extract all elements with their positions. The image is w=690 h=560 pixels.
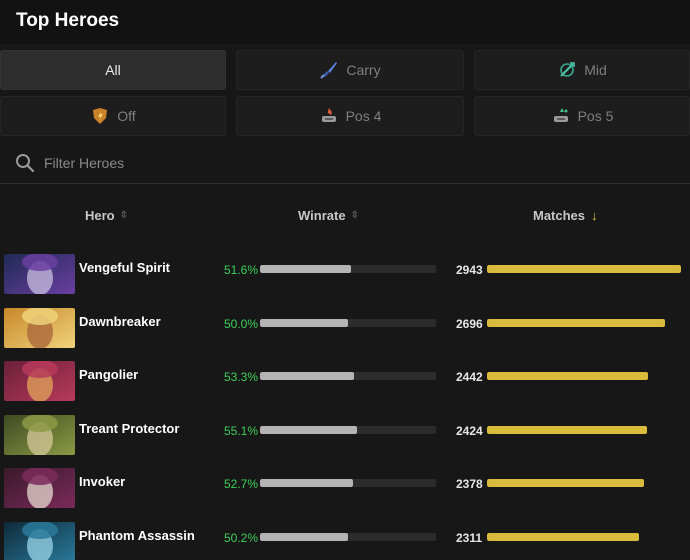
pos4-icon: [319, 106, 339, 126]
filter-off-button[interactable]: Off: [0, 96, 226, 136]
hero-column-header[interactable]: Hero ⇳: [85, 206, 128, 224]
matches-value: 2311: [456, 531, 483, 545]
matches-bar: [487, 533, 681, 541]
filter-carry-label: Carry: [346, 62, 381, 78]
matches-bar-fill: [487, 426, 647, 434]
hero-name: Pangolier: [79, 367, 139, 382]
sword-icon: [319, 60, 339, 80]
hero-name: Invoker: [79, 474, 126, 489]
winrate-bar: [260, 533, 436, 541]
hero-portrait: [4, 254, 75, 294]
winrate-bar-fill: [260, 319, 348, 327]
search-bar: [0, 142, 690, 184]
search-icon: [15, 153, 35, 173]
sort-icon: ⇳: [350, 209, 359, 221]
winrate-bar: [260, 426, 436, 434]
winrate-bar: [260, 319, 436, 327]
winrate-bar-fill: [260, 426, 357, 434]
table-row[interactable]: Phantom Assassin 50.2% 2311: [0, 518, 690, 560]
hero-portrait: [4, 522, 75, 560]
matches-value: 2696: [456, 317, 483, 331]
pos5-icon: [551, 106, 571, 126]
table-row[interactable]: Treant Protector 55.1% 2424: [0, 411, 690, 463]
matches-bar-fill: [487, 265, 681, 273]
filter-mid-label: Mid: [584, 62, 607, 78]
matches-bar-fill: [487, 479, 644, 487]
filter-pos5-label: Pos 5: [577, 108, 614, 124]
mid-lane-icon: [557, 60, 577, 80]
sort-icon: ⇳: [119, 209, 129, 221]
filter-all-label: All: [105, 62, 121, 78]
hero-name: Phantom Assassin: [79, 528, 195, 543]
winrate-bar-fill: [260, 479, 353, 487]
winrate-bar-fill: [260, 265, 351, 273]
search-input[interactable]: [44, 151, 444, 175]
hero-portrait: [4, 361, 75, 401]
matches-bar-fill: [487, 372, 648, 380]
filter-pos4-button[interactable]: Pos 4: [236, 96, 464, 136]
hero-column-label: Hero: [85, 207, 115, 223]
winrate-value: 51.6%: [224, 263, 259, 277]
winrate-bar-fill: [260, 372, 354, 380]
matches-bar: [487, 372, 681, 380]
hero-name: Vengeful Spirit: [79, 260, 171, 275]
matches-value: 2943: [456, 263, 483, 277]
matches-bar-fill: [487, 319, 665, 327]
matches-value: 2378: [456, 477, 483, 491]
winrate-bar-fill: [260, 533, 349, 541]
matches-value: 2424: [456, 424, 483, 438]
matches-bar: [487, 479, 681, 487]
table-row[interactable]: Dawnbreaker 50.0% 2696: [0, 304, 690, 356]
winrate-column-header[interactable]: Winrate ⇳: [298, 206, 359, 224]
filter-off-label: Off: [117, 108, 136, 124]
matches-bar-fill: [487, 533, 640, 541]
matches-column-header[interactable]: Matches ↓: [533, 206, 598, 224]
winrate-bar: [260, 265, 436, 273]
winrate-column-label: Winrate: [298, 207, 346, 223]
matches-bar: [487, 319, 681, 327]
hero-portrait: [4, 308, 75, 348]
filter-pos4-label: Pos 4: [345, 108, 382, 124]
hero-name: Treant Protector: [79, 421, 180, 436]
filter-all-button[interactable]: All: [0, 50, 226, 90]
matches-bar: [487, 426, 681, 434]
matches-bar: [487, 265, 681, 273]
filter-mid-button[interactable]: Mid: [474, 50, 690, 90]
sort-desc-icon: ↓: [591, 207, 598, 223]
shield-icon: [90, 106, 110, 126]
winrate-value: 53.3%: [224, 370, 259, 384]
winrate-value: 50.2%: [224, 531, 259, 545]
hero-name: Dawnbreaker: [79, 314, 161, 329]
header-bar: Top Heroes: [0, 0, 690, 44]
table-row[interactable]: Invoker 52.7% 2378: [0, 464, 690, 516]
matches-value: 2442: [456, 370, 483, 384]
hero-portrait: [4, 415, 75, 455]
filter-carry-button[interactable]: Carry: [236, 50, 464, 90]
winrate-value: 50.0%: [224, 317, 259, 331]
table-row[interactable]: Pangolier 53.3% 2442: [0, 357, 690, 409]
table-row[interactable]: Vengeful Spirit 51.6% 2943: [0, 250, 690, 302]
winrate-bar: [260, 372, 436, 380]
filter-pos5-button[interactable]: Pos 5: [474, 96, 690, 136]
matches-column-label: Matches: [533, 207, 586, 223]
hero-portrait: [4, 468, 75, 508]
page-title: Top Heroes: [16, 10, 120, 31]
winrate-value: 55.1%: [224, 424, 259, 438]
winrate-value: 52.7%: [224, 477, 259, 491]
winrate-bar: [260, 479, 436, 487]
